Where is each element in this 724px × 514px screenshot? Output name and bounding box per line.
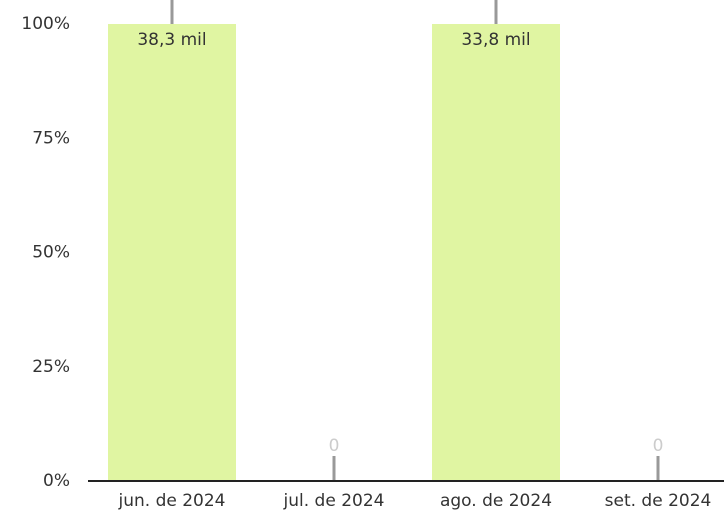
y-tick-label: 50% xyxy=(32,243,70,263)
x-tick-label: jul. de 2024 xyxy=(283,491,385,511)
value-label: 0 xyxy=(329,436,340,456)
bar xyxy=(432,24,560,481)
x-tick-label: ago. de 2024 xyxy=(440,491,552,511)
value-label: 0 xyxy=(653,436,664,456)
value-label: 38,3 mil xyxy=(137,30,206,50)
y-tick-label: 75% xyxy=(32,128,70,148)
x-tick-label: set. de 2024 xyxy=(605,491,712,511)
y-tick-label: 100% xyxy=(21,14,70,34)
y-tick-label: 25% xyxy=(32,357,70,377)
x-tick-label: jun. de 2024 xyxy=(118,491,226,511)
bar xyxy=(108,24,236,481)
y-tick-label: 0% xyxy=(43,471,70,491)
value-label: 33,8 mil xyxy=(461,30,530,50)
